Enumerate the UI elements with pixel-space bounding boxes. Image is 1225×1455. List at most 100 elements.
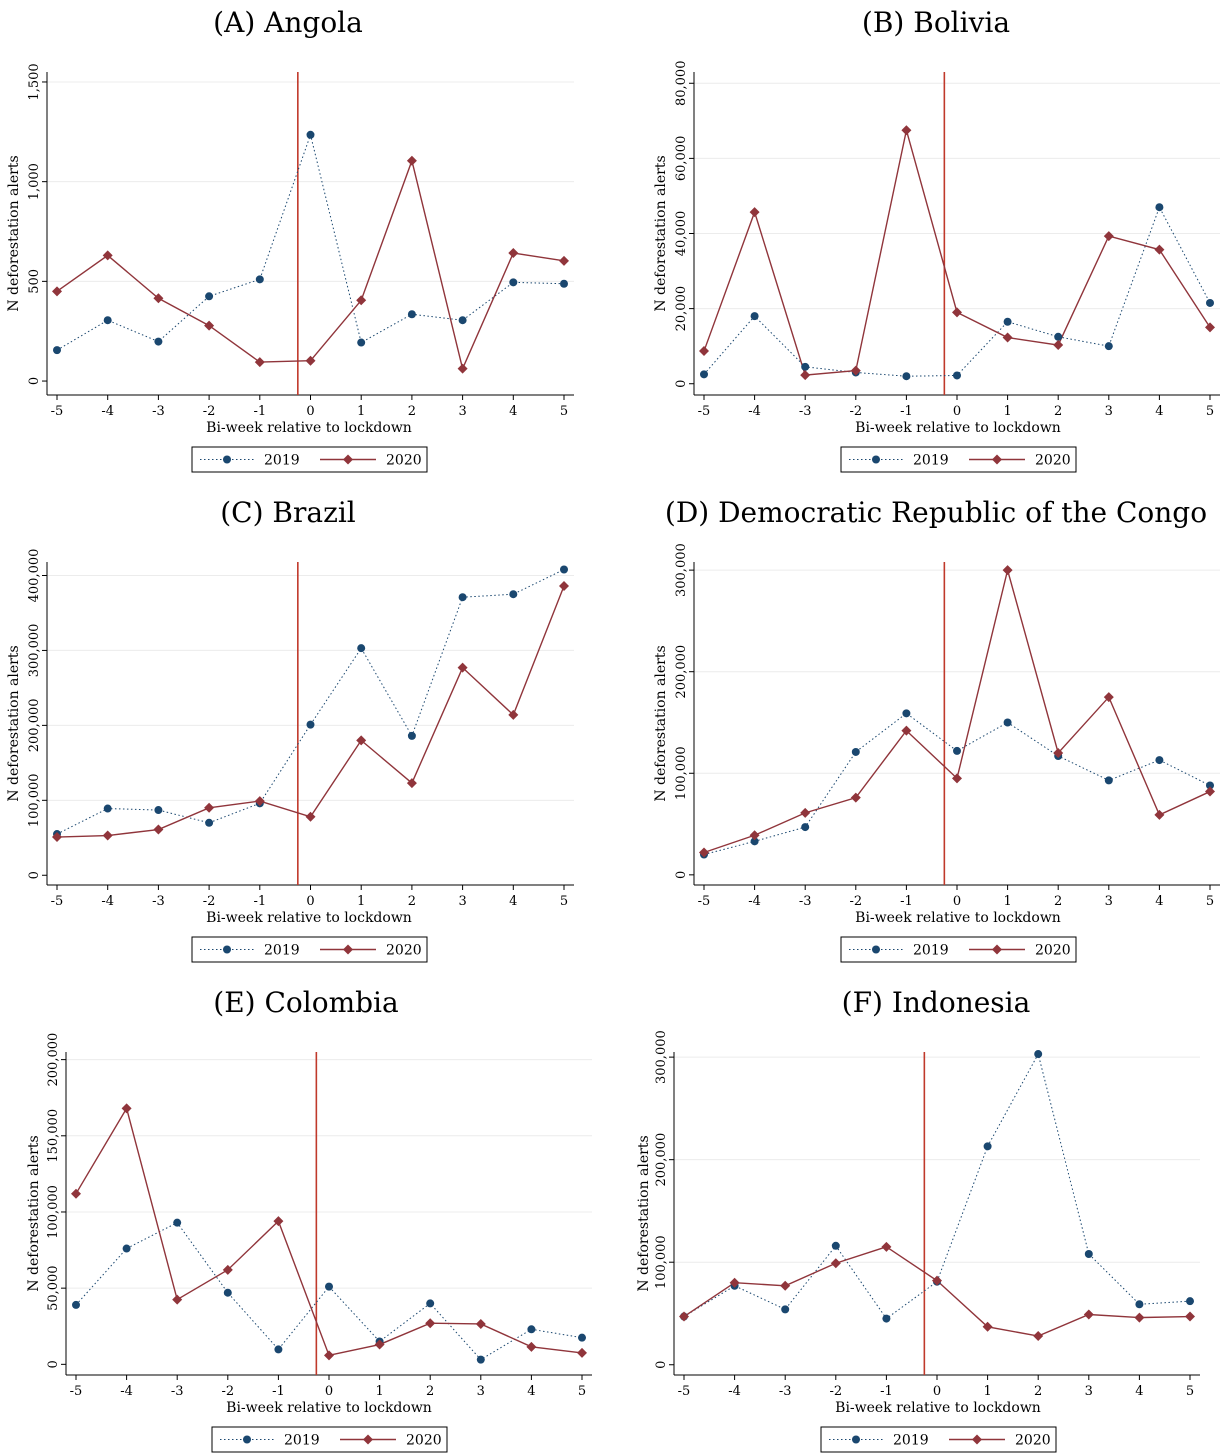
y-tick-label: 0 xyxy=(27,377,42,385)
point-2019 xyxy=(72,1300,80,1309)
x-tick-label: 0 xyxy=(953,894,961,909)
legend-label-2020: 2020 xyxy=(386,943,422,959)
x-tick-label: 1 xyxy=(357,404,365,419)
point-2019 xyxy=(700,370,708,379)
y-tick-label: 0 xyxy=(654,1361,669,1369)
x-tick-label: -2 xyxy=(203,404,216,419)
x-tick-label: 1 xyxy=(983,1384,991,1399)
x-tick-label: 4 xyxy=(527,1384,535,1399)
legend-box xyxy=(191,936,428,963)
x-tick-label: -2 xyxy=(203,894,216,909)
legend-label-2019: 2019 xyxy=(913,943,949,959)
point-2020 xyxy=(356,295,367,306)
point-2019 xyxy=(509,590,518,599)
point-2020 xyxy=(679,1311,689,1322)
x-tick-label: 2 xyxy=(408,404,416,419)
x-tick-label: -5 xyxy=(698,404,711,419)
x-tick-label: 0 xyxy=(306,404,314,419)
x-tick-label: -1 xyxy=(253,894,266,909)
x-tick-label: -4 xyxy=(101,404,114,419)
point-2020 xyxy=(780,1280,791,1291)
y-axis-label: N deforestation alerts xyxy=(653,155,669,311)
point-2019 xyxy=(306,130,315,139)
point-2020 xyxy=(356,735,367,746)
point-2020 xyxy=(749,830,760,841)
point-2020 xyxy=(52,832,62,843)
point-2020 xyxy=(699,847,709,858)
point-2020 xyxy=(254,796,265,807)
x-tick-label: -1 xyxy=(900,894,913,909)
x-tick-label: 3 xyxy=(458,894,466,909)
chart-title: (D) Democratic Republic of the Congo xyxy=(665,496,1207,529)
x-tick-label: 1 xyxy=(1003,894,1011,909)
chart-title: (C) Brazil xyxy=(220,496,356,529)
point-2019 xyxy=(205,818,214,827)
legend-label-2019: 2019 xyxy=(264,453,300,469)
y-tick-label: 1,000 xyxy=(27,163,42,200)
y-tick-label: 200,000 xyxy=(674,645,689,699)
x-tick-label: -3 xyxy=(152,404,165,419)
x-tick-label: -3 xyxy=(799,894,812,909)
point-2020 xyxy=(1205,322,1215,333)
point-2019 xyxy=(1206,298,1214,307)
y-axis-label: N deforestation alerts xyxy=(26,1135,42,1291)
point-2020 xyxy=(982,1321,993,1332)
point-2019 xyxy=(781,1305,790,1314)
point-2019 xyxy=(173,1218,182,1227)
x-tick-label: 0 xyxy=(933,1384,941,1399)
y-axis-label: N deforestation alerts xyxy=(636,1135,652,1291)
point-2019 xyxy=(255,275,264,284)
legend: 2019 2020 xyxy=(820,1426,1057,1453)
legend-marker-2020 xyxy=(992,454,1002,465)
point-2020 xyxy=(172,1294,183,1305)
point-2019 xyxy=(560,279,568,288)
point-2019 xyxy=(476,1355,485,1364)
point-2020 xyxy=(901,725,912,736)
legend-marker-2020 xyxy=(363,1434,373,1445)
legend-marker-2019 xyxy=(223,455,231,464)
legend-marker-2019 xyxy=(243,1435,251,1444)
point-2020 xyxy=(1002,565,1013,576)
legend: 2019 2020 xyxy=(840,446,1077,473)
y-tick-label: 500 xyxy=(27,269,42,294)
x-tick-label: -1 xyxy=(272,1384,285,1399)
point-2019 xyxy=(1155,203,1164,212)
point-2019 xyxy=(801,362,810,371)
y-tick-label: 60,000 xyxy=(674,136,689,182)
point-2019 xyxy=(851,747,860,756)
y-tick-label: 0 xyxy=(674,380,689,388)
point-2020 xyxy=(222,1264,233,1275)
point-2019 xyxy=(325,1282,333,1291)
x-tick-label: -1 xyxy=(900,404,913,419)
legend-box xyxy=(820,1426,1057,1453)
x-tick-label: -1 xyxy=(880,1384,893,1399)
legend-label-2019: 2019 xyxy=(264,943,300,959)
point-2020 xyxy=(153,293,164,304)
point-2020 xyxy=(204,802,215,813)
y-axis-label: N deforestation alerts xyxy=(653,645,669,801)
point-2019 xyxy=(407,310,416,319)
point-2020 xyxy=(1103,231,1114,242)
x-tick-label: -1 xyxy=(253,404,266,419)
point-2020 xyxy=(901,125,912,136)
point-2019 xyxy=(560,565,568,574)
legend-box xyxy=(191,446,428,473)
point-2020 xyxy=(800,370,811,381)
point-2019 xyxy=(357,644,366,653)
point-2019 xyxy=(953,371,961,380)
x-tick-label: -5 xyxy=(51,404,64,419)
chart-panel-5: (E) Colombia 0 50,000 100,000 150,000 200,000… xyxy=(26,986,592,1453)
point-2020 xyxy=(577,1347,587,1358)
legend: 2019 2020 xyxy=(191,936,428,963)
point-2019 xyxy=(750,312,759,321)
point-2020 xyxy=(1205,786,1215,797)
x-tick-label: 5 xyxy=(578,1384,586,1399)
legend-marker-2020 xyxy=(992,944,1002,955)
point-2019 xyxy=(1084,1250,1093,1259)
point-2019 xyxy=(983,1142,992,1151)
point-2020 xyxy=(153,824,164,835)
chart-panel-6: (F) Indonesia 0 100,000 200,000 300,000 -5 -4 -… xyxy=(636,986,1200,1453)
point-2020 xyxy=(749,207,760,218)
point-2019 xyxy=(1135,1300,1144,1309)
